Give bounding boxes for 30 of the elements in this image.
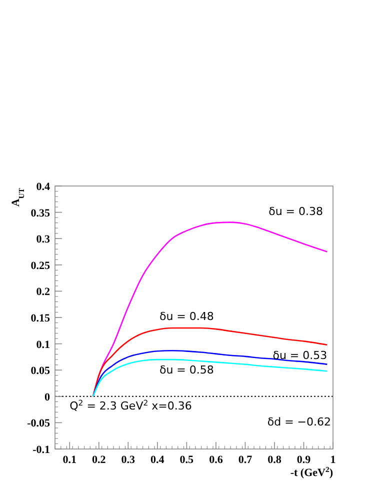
y-tick-label: 0.35 — [30, 207, 50, 220]
x-tick-label: 0.6 — [209, 454, 224, 466]
x-tick-label: 0.4 — [150, 454, 165, 466]
x-tick-label: 0.5 — [180, 454, 194, 466]
x-tick-label: 0.2 — [92, 454, 106, 466]
series-label: δu = 0.53 — [272, 349, 328, 362]
x-tick-label: 0.1 — [62, 454, 77, 466]
series-label: δu = 0.58 — [159, 363, 214, 376]
line-series — [92, 358, 328, 398]
y-tick-label: 0.15 — [30, 312, 50, 324]
y-tick-label: 0 — [44, 391, 50, 404]
y-tick-label: -0.05 — [27, 418, 50, 430]
x-tick-label: 1 — [330, 454, 336, 466]
annotation: Q$^{2}$ = 2.3 GeV$^{2}$ x=0.36 — [70, 398, 192, 413]
y-tick-label: 0.4 — [36, 181, 50, 193]
y-tick-label: 0.3 — [36, 234, 50, 246]
y-tick-label: 0.2 — [36, 286, 50, 298]
series-label: δu = 0.48 — [159, 310, 214, 324]
x-tick-label: 0.3 — [121, 454, 136, 466]
y-tick-label: 0.25 — [30, 260, 50, 272]
y-tick-label: -0.1 — [32, 444, 50, 456]
x-tick-label: 0.7 — [238, 454, 253, 466]
y-tick-label: 0.05 — [30, 365, 50, 378]
series-label: δu = 0.38 — [268, 204, 324, 218]
x-tick-label: 0.8 — [268, 454, 282, 466]
annotation: δd = −0.62 — [267, 415, 331, 428]
x-axis-title: -t (GeV$^{2}$) — [290, 464, 334, 479]
x-tick-label: 0.9 — [296, 454, 312, 466]
line-series — [92, 350, 328, 398]
y-tick-label: 0.1 — [36, 338, 50, 351]
